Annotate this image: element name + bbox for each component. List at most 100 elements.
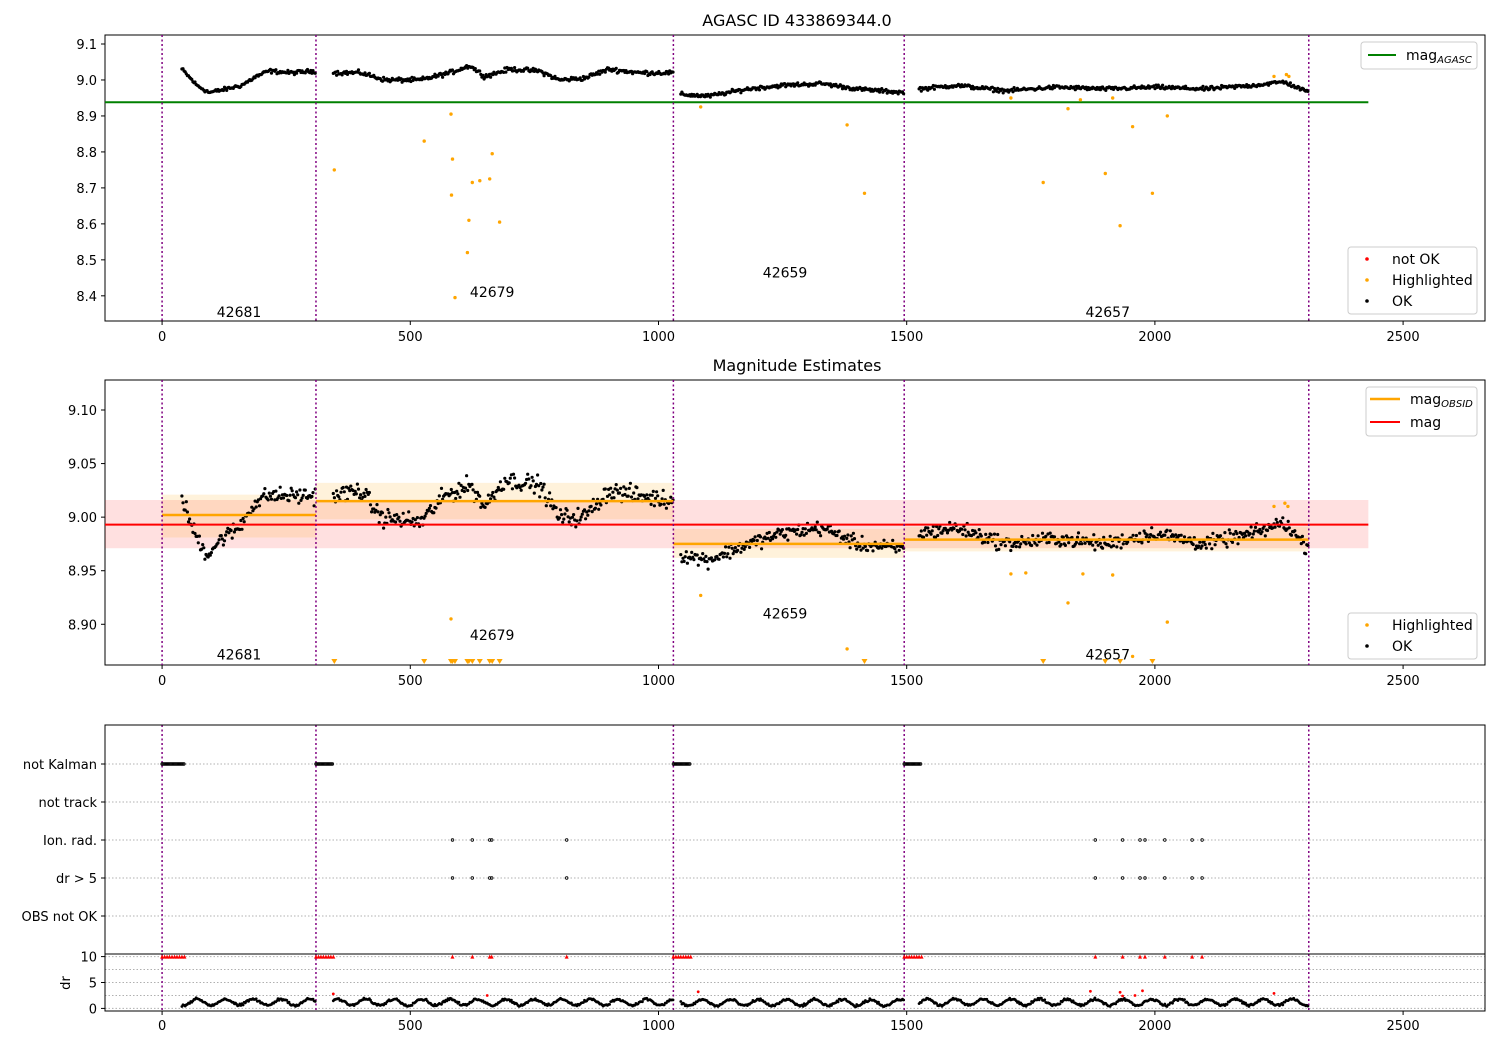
highlighted-point [1066,107,1070,111]
ok-point [1119,546,1123,550]
ok-point [977,528,981,532]
ok-point [1248,532,1252,536]
ok-point [709,556,714,560]
ok-point [681,556,685,560]
ok-point [594,502,599,506]
ok-point [240,527,244,531]
dr-outlier-point [1089,989,1092,993]
ok-point [342,490,346,494]
dr-capped-marker [470,954,475,959]
highlighted-point [449,112,453,116]
flag-point [324,762,328,766]
highlighted-point [1165,620,1170,624]
ok-point [491,490,495,495]
ok-point [940,531,944,535]
ok-point [669,495,673,499]
ok-point [733,546,738,550]
ok-point [1252,529,1256,533]
ok-point [332,496,336,500]
ok-point [295,71,299,75]
flag-point [177,762,182,766]
ok-point [367,71,371,75]
ok-point [966,530,970,534]
highlighted-point [1081,572,1085,576]
ok-point [300,496,304,500]
ok-point [388,515,392,519]
ok-point [584,517,588,521]
highlighted-point [1130,654,1135,659]
ok-point [1010,87,1014,91]
ok-point [766,536,770,540]
flag-point [1138,838,1142,842]
ok-point [717,557,721,561]
ok-point [250,505,254,509]
ok-point [1048,531,1052,535]
ok-point [503,476,507,480]
ok-point [635,486,639,490]
ok-point [473,67,477,71]
ok-point [843,534,847,538]
dr-capped-marker [919,954,924,959]
ok-point [1237,535,1241,540]
y-tick-label: 9.05 [68,458,97,473]
ok-point [724,545,728,549]
flag-point [488,838,492,842]
ok-point [652,504,657,508]
ok-point [208,553,212,557]
ok-point [768,538,773,543]
flag-point [1120,838,1125,842]
observation-label: 42657 [1085,647,1130,663]
ok-point [295,490,299,494]
highlighted-point [488,177,492,181]
ok-point [804,531,809,536]
ok-point [656,494,660,498]
panel-dr: 0 5 10 dr 0 500 1000 1500 2000 2500 [59,951,1486,1034]
ok-point [384,515,388,519]
ok-point [530,475,534,479]
ok-point [395,513,399,517]
ok-point [363,494,367,498]
highlighted-point [1130,125,1135,129]
category-label: not track [38,796,97,811]
ok-point [803,527,807,531]
ok-point [1093,548,1097,552]
ok-point [455,489,459,493]
ok-point [524,481,528,485]
flag-point [1093,876,1097,880]
flag-point [326,762,330,766]
highlighted-point [1272,74,1276,79]
ok-point [860,534,864,538]
ok-point [599,503,603,507]
flag-point [176,762,181,766]
dr-outlier-point [1121,994,1124,998]
flag-point [1143,838,1147,842]
ok-point [921,535,926,539]
ok-point [489,497,493,501]
dr-point [935,1002,938,1005]
ok-point [1163,533,1167,537]
ok-point [1115,545,1119,549]
ok-point [919,529,923,533]
ok-point [186,520,191,524]
ok-point [575,519,579,523]
y-tick-label: 8.6 [76,218,97,233]
ok-point [303,488,307,492]
legend-label: not OK [1392,252,1440,268]
legend-box [1360,41,1478,70]
ok-point [755,538,759,543]
flag-point [911,762,915,766]
ok-point [945,531,950,535]
ok-point [1091,543,1095,547]
highlighted-point [449,193,454,197]
ok-point [828,82,833,86]
offscale-marker [1102,659,1109,664]
ok-point [1074,540,1078,545]
ok-point [597,507,601,511]
legend-label: OK [1392,639,1413,655]
dr-capped-marker [1120,954,1125,959]
flag-point [683,762,688,766]
ok-point [570,515,575,519]
ok-point [387,511,391,515]
y-tick-label: 8.8 [76,146,97,161]
ok-point [878,90,882,94]
